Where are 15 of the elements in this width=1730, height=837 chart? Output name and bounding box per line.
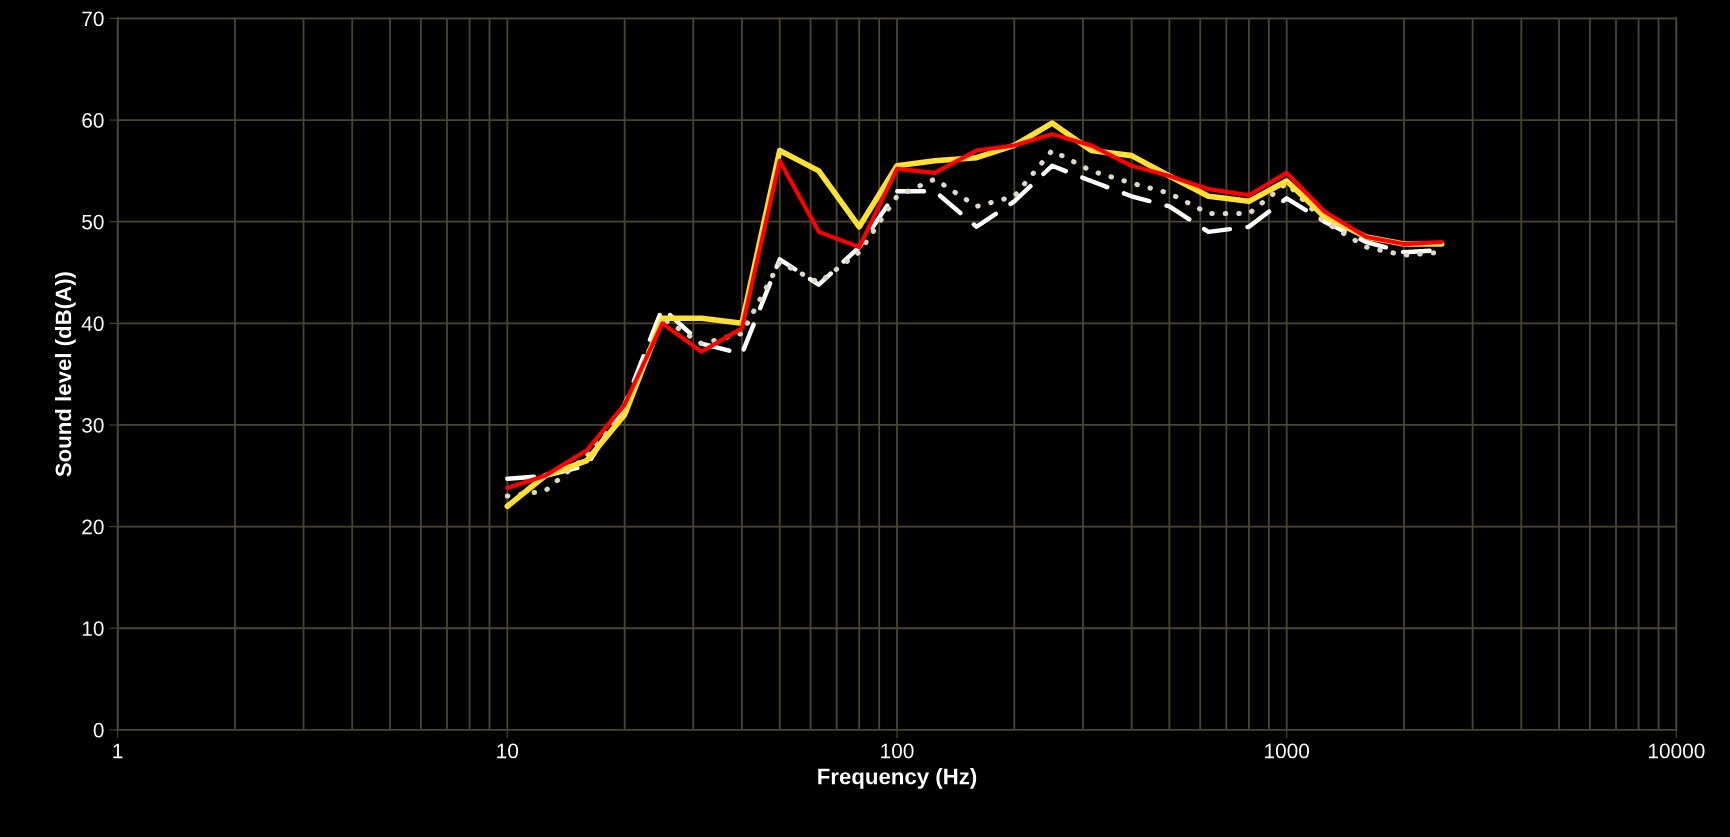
x-tick-label: 10000 <box>1649 743 1705 759</box>
y-axis-title: Sound level (dB(A)) <box>55 272 76 477</box>
x-axis-title: Frequency (Hz) <box>818 768 977 789</box>
y-tick-label: 10 <box>82 621 104 636</box>
y-tick-label: 50 <box>82 214 104 230</box>
x-tick-label: 1 <box>113 743 123 759</box>
y-tick-label: 70 <box>82 11 104 27</box>
x-tick-label: 1000 <box>1265 743 1310 759</box>
y-tick-label: 0 <box>93 722 104 738</box>
x-tick-label: 10 <box>497 743 519 759</box>
y-tick-label: 60 <box>82 113 104 128</box>
y-tick-label: 40 <box>81 316 104 332</box>
x-tick-label: 100 <box>881 743 914 759</box>
y-tick-label: 20 <box>82 519 104 535</box>
y-tick-label: 30 <box>82 417 104 433</box>
